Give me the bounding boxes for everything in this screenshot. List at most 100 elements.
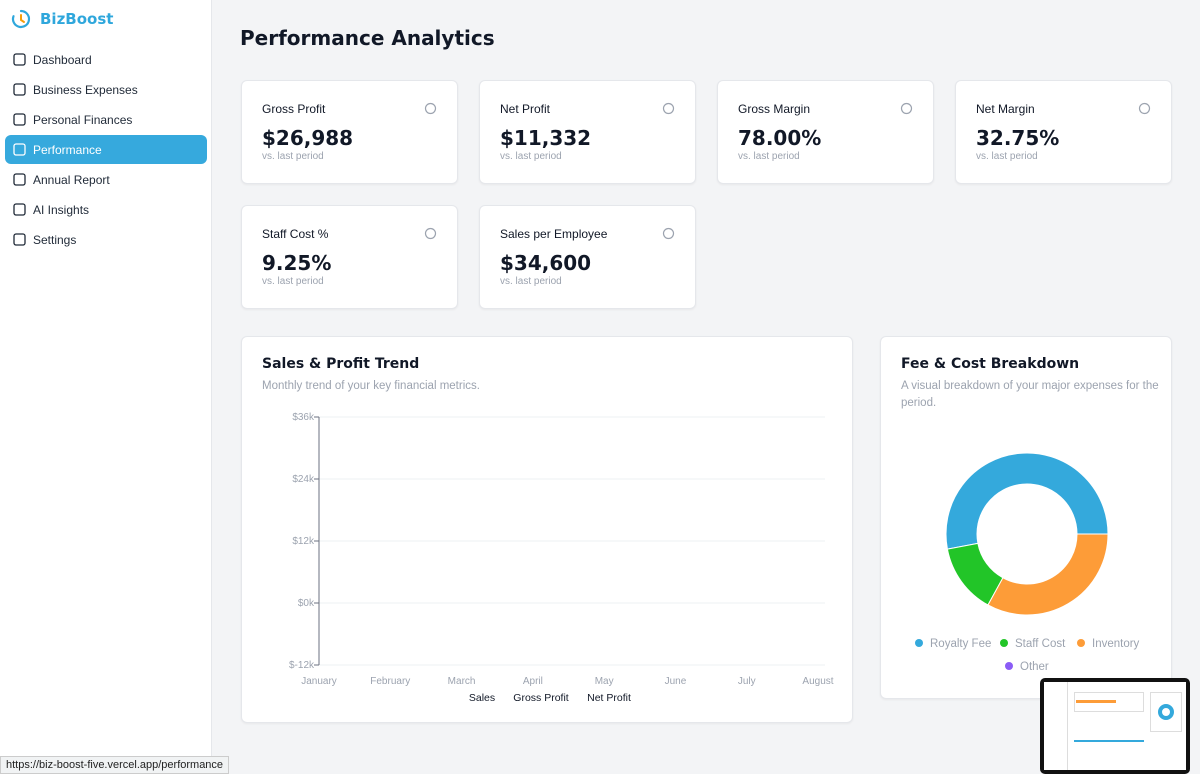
metric-label: Sales per Employee [500,227,608,241]
legend-label: Inventory [1092,638,1140,650]
nav-item[interactable]: AI Insights [5,195,207,224]
metric-label: Gross Profit [262,102,326,116]
x-tick-label: February [370,676,410,687]
metric-card: Gross Profit $26,988 vs. last period [241,80,458,184]
metric-card: Net Margin 32.75% vs. last period [955,80,1172,184]
y-tick-label: $24k [292,474,315,485]
x-tick-label: January [301,676,337,687]
icon-shape [1138,102,1151,115]
legend-label: Royalty Fee [930,638,991,650]
brand: BizBoost [40,10,114,28]
status-url: https://biz-boost-five.vercel.app/perfor… [0,756,230,774]
icon-shape [13,233,26,246]
legend-label: Net Profit [587,692,631,704]
legend-label: Sales [469,692,495,704]
metric-icon [424,227,437,240]
nav-label: AI Insights [33,202,90,217]
chart-title: Fee & Cost Breakdown [901,356,1080,372]
legend-dot [1000,639,1008,647]
y-tick-label: $12k [292,536,315,547]
nav-item[interactable]: Annual Report [5,165,207,194]
metric-value: $34,600 [500,251,592,275]
nav-item[interactable]: Business Expenses [5,75,207,104]
nav-icon [13,113,26,126]
chart-title: Sales & Profit Trend [262,356,420,372]
legend-dot [1005,662,1013,670]
nav-item[interactable]: Personal Finances [5,105,207,134]
nav-label: Performance [33,142,102,157]
nav-label: Personal Finances [33,112,133,127]
y-tick-label: $0k [298,598,315,609]
chart-subtitle: A visual breakdown of your major expense… [901,380,1159,409]
metric-value: $11,332 [500,126,592,150]
page-title: Performance Analytics [240,26,495,50]
metric-value: 9.25% [262,251,332,275]
metric-note: vs. last period [262,151,324,162]
metric-card: Net Profit $11,332 vs. last period [479,80,696,184]
metric-card: Sales per Employee $34,600 vs. last period [479,205,696,309]
icon-shape [424,227,437,240]
nav-label: Dashboard [33,52,92,67]
y-tick-label: $36k [292,412,315,423]
metric-note: vs. last period [738,151,800,162]
metric-label: Net Margin [976,102,1035,116]
breakdown-card: Fee & Cost Breakdown A visual breakdown … [880,336,1172,699]
legend-label: Gross Profit [513,692,569,704]
nav-icon [13,233,26,246]
x-tick-label: March [448,676,476,687]
nav-icon [13,173,26,186]
x-tick-label: July [738,676,756,687]
trend-card: Sales & Profit Trend Monthly trend of yo… [241,336,853,723]
metric-icon [900,102,913,115]
metric-note: vs. last period [500,276,562,287]
nav-item[interactable]: Settings [5,225,207,254]
metric-note: vs. last period [976,151,1038,162]
donut-chart: Royalty Fee Staff Cost Inventory Other [915,452,1140,673]
nav-icon [13,203,26,216]
icon-shape [424,102,437,115]
legend-dot [1077,639,1085,647]
metric-icon [662,102,675,115]
metric-icon [662,227,675,240]
icon-shape [662,227,675,240]
y-tick-label: $-12k [289,660,315,671]
nav-label: Settings [33,232,77,247]
nav-item[interactable]: Dashboard [5,45,207,74]
x-tick-label: August [802,676,833,687]
metric-note: vs. last period [500,151,562,162]
chart-subtitle: Monthly trend of your key financial metr… [262,380,480,392]
metric-card: Staff Cost % 9.25% vs. last period [241,205,458,309]
metric-value: 78.00% [738,126,822,150]
legend-label: Staff Cost [1015,638,1066,650]
legend-dot [915,639,923,647]
metric-value: 32.75% [976,126,1060,150]
x-tick-label: June [665,676,687,687]
legend-label: Other [1020,661,1049,673]
metric-card: Gross Margin 78.00% vs. last period [717,80,934,184]
metric-icon [424,102,437,115]
icon-shape [13,53,26,66]
icon-shape [900,102,913,115]
icon-shape [13,143,26,156]
metric-label: Staff Cost % [262,227,329,241]
donut-slice [987,533,1109,616]
thumbnail-screen [1044,682,1186,770]
nav-icon [13,83,26,96]
nav-label: Annual Report [33,172,110,187]
metric-label: Gross Margin [738,102,811,116]
line-chart: $-12k $0k $12k $24k $36k January February March… [289,412,834,704]
x-tick-label: May [595,676,614,687]
nav-item[interactable]: Performance [5,135,207,164]
x-tick-label: April [523,676,543,687]
preview-thumbnail [1040,678,1190,774]
icon-shape [13,173,26,186]
metric-label: Net Profit [500,102,551,116]
icon-shape [13,83,26,96]
metric-note: vs. last period [262,276,324,287]
metric-icon [1138,102,1151,115]
sidebar: BizBoost Dashboard Business Expenses Perso… [0,0,212,774]
nav-icon [13,53,26,66]
icon-shape [13,203,26,216]
donut-slice [945,452,1109,550]
